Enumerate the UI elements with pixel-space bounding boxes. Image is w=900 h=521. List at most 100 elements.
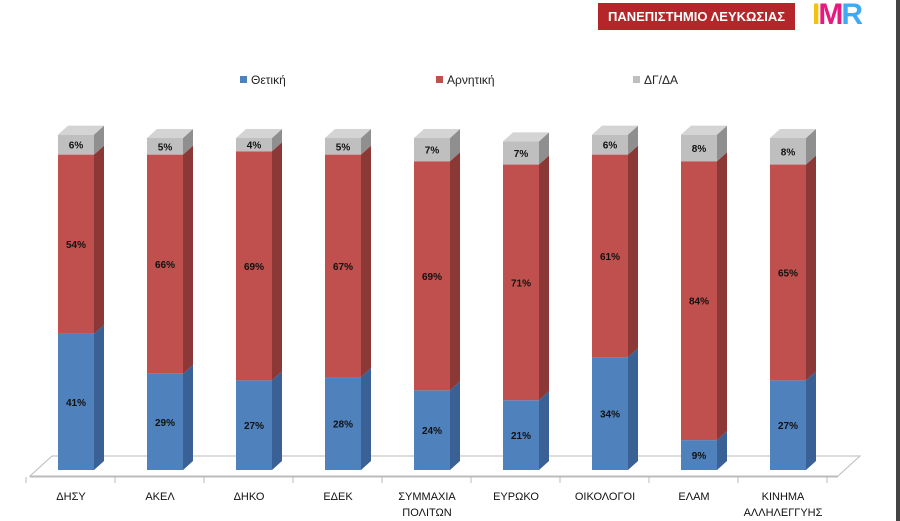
- bar-2-7: [681, 134, 717, 162]
- data-label-1-7: 84%: [689, 297, 709, 308]
- category-label-5: ΕΥΡΩΚΟ: [493, 491, 539, 503]
- category-label-0: ΔΗΣΥ: [56, 491, 86, 503]
- legend-label-0: Θετική: [251, 73, 286, 87]
- data-label-2-7: 8%: [692, 144, 707, 155]
- data-label-0-6: 34%: [600, 410, 620, 421]
- category-label-6: ΟΙΚΟΛΟΓΟΙ: [575, 491, 635, 503]
- bar-0-1: [147, 373, 183, 470]
- bar-side-2-4: [450, 129, 460, 162]
- bar-side-1-7: [717, 152, 727, 441]
- data-label-0-8: 27%: [778, 421, 798, 432]
- bar-top-6: [592, 125, 638, 135]
- data-label-0-1: 29%: [155, 418, 175, 429]
- bar-0-0: [58, 333, 94, 470]
- university-banner: ΠΑΝΕΠΙΣΤΗΜΙΟ ΛΕΥΚΩΣΙΑΣ: [598, 3, 795, 30]
- bar-1-3: [325, 154, 361, 378]
- bar-side-0-3: [361, 368, 371, 470]
- bar-1-0: [58, 154, 94, 334]
- bar-side-1-6: [628, 145, 638, 358]
- category-label-4: ΣΥΜΜΑΧΙΑ: [398, 491, 456, 503]
- bar-2-3: [325, 138, 361, 155]
- bar-side-0-4: [450, 381, 460, 470]
- category-label-3: ΕΔΕΚ: [323, 491, 353, 503]
- bar-side-1-2: [272, 142, 282, 381]
- imr-logo: IMR: [812, 0, 863, 31]
- bar-0-3: [325, 377, 361, 470]
- bar-0-2: [236, 380, 272, 470]
- bar-side-0-2: [272, 371, 282, 470]
- bar-2-4: [414, 138, 450, 162]
- bar-side-2-6: [628, 125, 638, 155]
- bar-side-0-7: [717, 431, 727, 470]
- bar-side-2-2: [272, 129, 282, 152]
- bar-2-5: [503, 141, 539, 165]
- bar-0-6: [592, 357, 628, 470]
- category-label-8: ΚΙΝΗΜΑ: [762, 491, 805, 503]
- bar-top-2: [236, 129, 282, 138]
- bar-side-0-6: [628, 348, 638, 470]
- bar-1-7: [681, 161, 717, 441]
- bar-side-2-8: [806, 129, 816, 165]
- bar-top-5: [503, 132, 549, 142]
- bar-side-2-0: [94, 125, 104, 155]
- bar-side-2-7: [717, 125, 727, 162]
- bar-1-8: [770, 164, 806, 381]
- bar-side-0-0: [94, 324, 104, 470]
- data-label-2-5: 7%: [514, 149, 529, 160]
- bar-1-5: [503, 164, 539, 401]
- bar-top-0: [58, 125, 104, 135]
- data-label-0-3: 28%: [333, 420, 353, 431]
- bar-1-4: [414, 161, 450, 391]
- bar-side-0-1: [183, 364, 193, 470]
- bar-side-1-4: [450, 152, 460, 391]
- bar-side-1-1: [183, 145, 193, 374]
- bar-2-0: [58, 134, 94, 155]
- legend-swatch-0: [240, 76, 247, 83]
- data-label-1-1: 66%: [155, 260, 175, 271]
- right-border: [896, 0, 900, 521]
- bar-1-2: [236, 151, 272, 381]
- category-label-7: ΕΛΑΜ: [678, 491, 709, 503]
- bar-top-1: [147, 129, 193, 138]
- data-label-0-4: 24%: [422, 426, 442, 437]
- legend-label-1: Αρνητική: [447, 73, 495, 87]
- data-label-1-5: 71%: [511, 278, 531, 289]
- bar-2-1: [147, 138, 183, 155]
- bar-top-7: [681, 125, 727, 135]
- bar-top-8: [770, 129, 816, 138]
- data-label-0-5: 21%: [511, 431, 531, 442]
- bar-0-5: [503, 400, 539, 470]
- category-label-8: ΑΛΛΗΛΕΓΓΥΗΣ: [744, 507, 823, 519]
- bar-side-2-1: [183, 129, 193, 155]
- bar-side-1-0: [94, 145, 104, 334]
- bar-1-6: [592, 154, 628, 358]
- bar-0-7: [681, 440, 717, 470]
- bar-side-0-8: [806, 371, 816, 470]
- data-label-2-8: 8%: [781, 147, 796, 158]
- category-label-2: ΔΗΚΟ: [234, 491, 265, 503]
- bar-2-8: [770, 138, 806, 165]
- bar-0-8: [770, 380, 806, 470]
- data-label-2-3: 5%: [336, 142, 351, 153]
- data-label-1-2: 69%: [244, 262, 264, 273]
- bar-side-2-5: [539, 132, 549, 165]
- legend-swatch-2: [633, 76, 640, 83]
- data-label-1-6: 61%: [600, 252, 620, 263]
- data-label-0-7: 9%: [692, 451, 707, 462]
- bar-top-4: [414, 129, 460, 138]
- bar-side-1-8: [806, 155, 816, 381]
- bar-1-1: [147, 154, 183, 374]
- data-label-1-4: 69%: [422, 272, 442, 283]
- bar-top-3: [325, 129, 371, 138]
- data-label-2-1: 5%: [158, 142, 173, 153]
- bar-2-6: [592, 134, 628, 155]
- data-label-0-2: 27%: [244, 421, 264, 432]
- bar-side-1-5: [539, 155, 549, 401]
- data-label-1-3: 67%: [333, 262, 353, 273]
- data-label-1-8: 65%: [778, 268, 798, 279]
- data-label-2-4: 7%: [425, 146, 440, 157]
- legend-swatch-1: [436, 76, 443, 83]
- bar-side-1-3: [361, 145, 371, 378]
